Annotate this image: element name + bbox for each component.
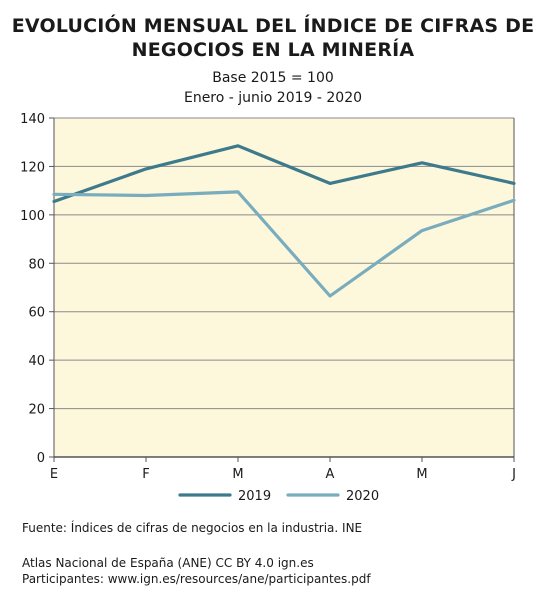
y-tick-label: 80 xyxy=(28,257,45,272)
series-line-2020 xyxy=(52,190,516,298)
chart-subtitle-line-1: Base 2015 = 100 xyxy=(212,70,334,86)
credits: Atlas Nacional de España (ANE) CC BY 4.0… xyxy=(22,555,371,587)
x-tick-label: J xyxy=(511,467,516,482)
legend-label-2020: 2020 xyxy=(346,489,379,504)
series-line-2019 xyxy=(52,144,516,204)
chart-subtitle-line-2: Enero - junio 2019 - 2020 xyxy=(183,90,363,106)
credits-line-1: Atlas Nacional de España (ANE) CC BY 4.0… xyxy=(22,556,314,570)
chart-title-line-1: EVOLUCIÓN MENSUAL DEL ÍNDICE DE CIFRAS D… xyxy=(11,15,535,37)
x-tick-label: A xyxy=(326,467,335,482)
x-tick-label: F xyxy=(142,467,149,482)
y-tick-label: 0 xyxy=(37,451,45,466)
y-tick-label: 120 xyxy=(20,160,45,175)
chart-title: EVOLUCIÓN MENSUAL DEL ÍNDICE DE CIFRAS D… xyxy=(0,14,546,62)
x-tick-label: M xyxy=(232,467,243,482)
x-tick-label: M xyxy=(416,467,427,482)
x-tick-label: E xyxy=(50,467,58,482)
y-tick-label: 40 xyxy=(28,354,45,369)
y-tick-label: 60 xyxy=(28,306,45,321)
line-chart: 0 20 40 60 80 100 120 140 E F M A M J 2019 2020 xyxy=(20,112,516,504)
y-tick-label: 20 xyxy=(28,403,45,418)
credits-line-2: Participantes: www.ign.es/resources/ane/… xyxy=(22,572,371,586)
source-note: Fuente: Índices de cifras de negocios en… xyxy=(22,521,363,535)
chart-subtitle: Base 2015 = 100 Enero - junio 2019 - 202… xyxy=(0,68,546,108)
y-tick-label: 100 xyxy=(20,209,45,224)
legend-label-2019: 2019 xyxy=(238,489,271,504)
chart-title-line-2: NEGOCIOS EN LA MINERÍA xyxy=(131,39,415,61)
y-tick-label: 140 xyxy=(20,112,45,127)
